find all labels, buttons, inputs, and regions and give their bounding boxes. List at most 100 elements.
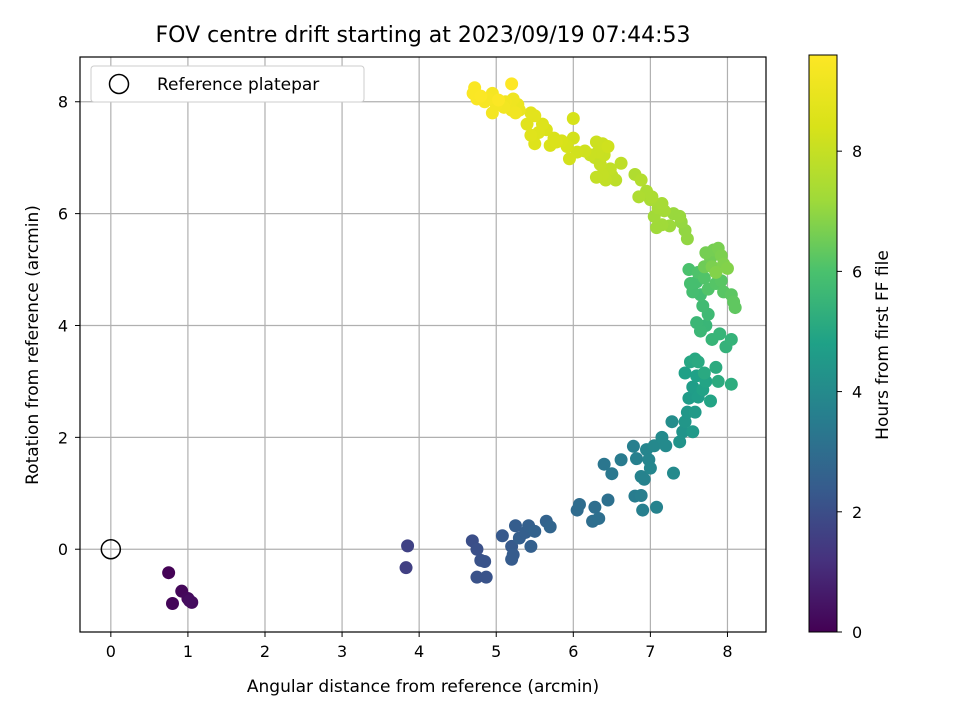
data-point — [562, 152, 576, 166]
x-tick-label: 5 — [491, 642, 501, 661]
data-point — [697, 366, 711, 380]
data-point — [182, 594, 196, 608]
data-point — [478, 555, 492, 569]
colorbar-ticks: 0 2 4 6 8 — [837, 142, 862, 642]
x-axis-ticks: 0 1 2 3 4 5 6 7 8 — [106, 632, 733, 661]
data-point — [492, 93, 506, 107]
legend-marker — [108, 73, 130, 95]
data-point — [605, 467, 619, 481]
colorbar-tick-label: 4 — [852, 383, 862, 402]
data-point — [470, 570, 484, 584]
colorbar-tick-label: 8 — [852, 142, 862, 161]
legend-label: Reference platepar — [157, 75, 319, 95]
data-point — [626, 439, 640, 453]
x-tick-label: 8 — [722, 642, 732, 661]
colorbar-tick-label: 2 — [852, 503, 862, 522]
data-point — [401, 539, 415, 553]
data-point — [505, 77, 519, 91]
data-point — [637, 472, 651, 486]
data-point — [508, 106, 522, 120]
data-point — [470, 542, 484, 556]
data-point — [505, 552, 519, 566]
data-point — [655, 197, 669, 211]
data-point — [588, 500, 602, 514]
data-point — [632, 190, 646, 204]
colorbar-tick-label: 0 — [852, 623, 862, 642]
data-point — [162, 566, 176, 580]
data-point — [528, 524, 542, 538]
x-axis-label: Angular distance from reference (arcmin) — [247, 677, 599, 697]
x-tick-label: 3 — [337, 642, 347, 661]
y-tick-label: 2 — [58, 428, 68, 447]
x-tick-label: 0 — [106, 642, 116, 661]
data-point — [630, 452, 644, 466]
data-point — [709, 360, 723, 374]
data-point — [474, 89, 488, 103]
data-point — [673, 209, 687, 223]
data-point — [614, 453, 628, 467]
x-tick-label: 7 — [645, 642, 655, 661]
data-point — [520, 117, 534, 131]
plot-area — [80, 57, 766, 632]
y-tick-label: 6 — [58, 205, 68, 224]
data-point — [645, 190, 659, 204]
data-point — [705, 332, 719, 346]
data-point — [549, 135, 563, 149]
data-point — [697, 271, 711, 285]
plot-frame — [79, 56, 767, 633]
x-tick-label: 2 — [260, 642, 270, 661]
x-tick-label: 4 — [414, 642, 424, 661]
data-point — [647, 439, 661, 453]
data-point — [720, 261, 734, 275]
data-point — [597, 457, 611, 471]
data-point — [691, 355, 705, 369]
data-point — [659, 439, 673, 453]
y-tick-label: 4 — [58, 316, 68, 335]
data-point — [524, 539, 538, 553]
data-points — [162, 77, 742, 610]
data-point — [709, 265, 723, 279]
y-tick-label: 8 — [58, 93, 68, 112]
x-tick-label: 1 — [183, 642, 193, 661]
chart-title: FOV centre drift starting at 2023/09/19 … — [156, 23, 691, 48]
data-point — [704, 394, 718, 408]
data-point — [508, 519, 522, 533]
data-point — [634, 173, 648, 187]
data-point — [688, 405, 702, 419]
data-point — [650, 221, 664, 235]
y-tick-label: 0 — [58, 540, 68, 559]
data-point — [678, 366, 692, 380]
data-point — [690, 316, 704, 330]
data-point — [614, 156, 628, 170]
data-point — [696, 299, 710, 313]
data-point — [634, 489, 648, 503]
data-point — [665, 415, 679, 429]
data-point — [566, 112, 580, 126]
data-point — [686, 380, 700, 394]
data-point — [636, 503, 650, 517]
data-point — [643, 461, 657, 475]
data-point — [601, 139, 615, 153]
data-point — [667, 466, 681, 480]
reference-marker-group — [100, 538, 122, 560]
y-axis-label: Rotation from reference (arcmin) — [23, 205, 43, 485]
data-point — [479, 570, 493, 584]
x-tick-label: 6 — [568, 642, 578, 661]
data-point — [724, 377, 738, 391]
data-point — [673, 435, 687, 449]
data-point — [601, 493, 615, 507]
colorbar-tick-label: 6 — [852, 262, 862, 281]
colorbar-label: Hours from first FF file — [873, 250, 893, 440]
data-point — [572, 497, 586, 511]
colorbar-gradient — [808, 54, 838, 633]
data-point — [650, 500, 664, 514]
data-point — [399, 561, 413, 575]
data-point — [165, 596, 179, 610]
reference-marker — [100, 538, 122, 560]
data-point — [592, 511, 606, 525]
y-axis-ticks: 0 2 4 6 8 — [58, 93, 80, 559]
data-point — [495, 529, 509, 543]
data-point — [676, 425, 690, 439]
legend: Reference platepar — [90, 65, 365, 103]
